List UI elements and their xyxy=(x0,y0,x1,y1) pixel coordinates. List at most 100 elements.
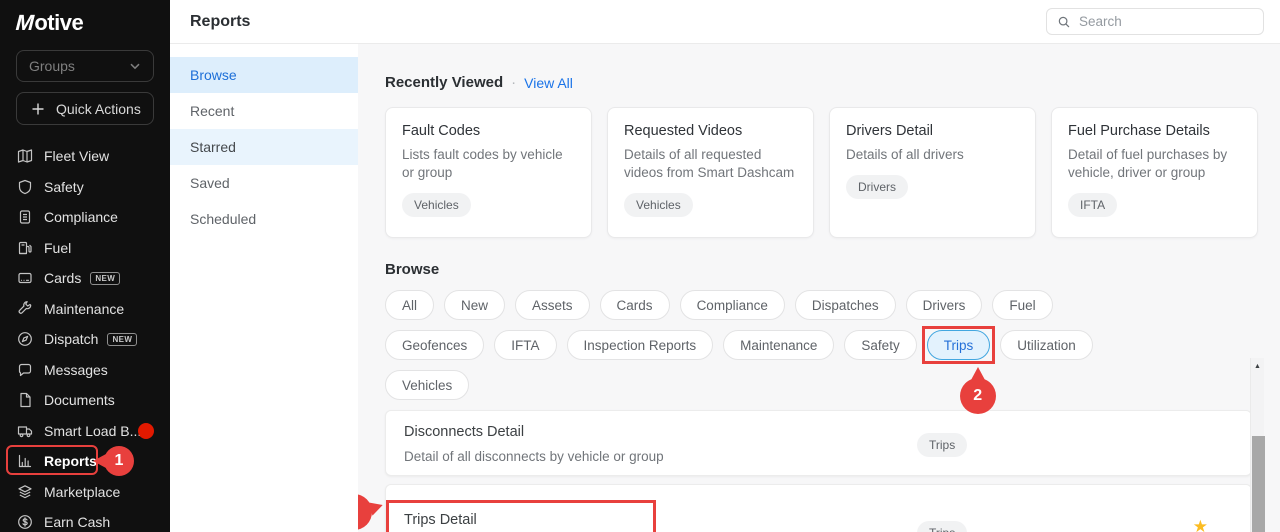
reports-subnav: Browse Recent Starred Saved Scheduled xyxy=(170,44,358,532)
card-tag: IFTA xyxy=(1068,193,1118,218)
filter-pill-label: Trips xyxy=(943,337,974,353)
sidebar-item-fuel[interactable]: Fuel xyxy=(0,233,170,264)
sidebar-item-label: Fleet View xyxy=(44,148,110,165)
sidebar-item-messages[interactable]: Messages xyxy=(0,355,170,386)
sidebar-item-earn-cash[interactable]: Earn Cash xyxy=(0,507,170,532)
filter-pill-ifta[interactable]: IFTA xyxy=(494,330,557,360)
motive-logo: Motive xyxy=(0,0,170,36)
sidebar-item-dispatch[interactable]: Dispatch NEW xyxy=(0,324,170,355)
report-row-tag: Trips xyxy=(917,521,968,532)
card-title: Requested Videos xyxy=(624,123,743,139)
view-all-link[interactable]: View All xyxy=(524,74,573,91)
sidebar-item-label: Smart Load B... xyxy=(44,422,142,439)
subnav-item-label: Recent xyxy=(190,103,235,119)
filter-pill-trips[interactable]: Trips 2 xyxy=(921,326,996,414)
groups-dropdown-label: Groups xyxy=(29,58,75,74)
sidebar-item-cards[interactable]: Cards NEW xyxy=(0,263,170,294)
sidebar-item-label: Dispatch xyxy=(44,331,99,348)
search-icon xyxy=(1058,16,1070,27)
filter-pill-maintenance[interactable]: Maintenance xyxy=(723,330,835,360)
filter-pill-dispatches[interactable]: Dispatches xyxy=(794,290,896,320)
sidebar-item-documents[interactable]: Documents xyxy=(0,385,170,416)
annotation-pin-3: 3 xyxy=(358,494,372,530)
star-icon[interactable]: ★ xyxy=(1192,517,1208,532)
card-description: Lists fault codes by vehicle or group xyxy=(402,147,563,181)
filter-pill-compliance[interactable]: Compliance xyxy=(679,290,785,320)
sidebar-item-smart-load-board[interactable]: Smart Load B... xyxy=(0,416,170,447)
subnav-item-label: Browse xyxy=(190,67,237,83)
fuel-pump-icon xyxy=(16,239,33,256)
quick-actions-button[interactable]: Quick Actions xyxy=(16,92,154,125)
sidebar-item-fleet-view[interactable]: Fleet View xyxy=(0,141,170,172)
sidebar-item-safety[interactable]: Safety xyxy=(0,172,170,203)
report-card-fault-codes[interactable]: Fault Codes Lists fault codes by vehicle… xyxy=(385,107,592,238)
card-tag: Vehicles xyxy=(624,193,693,218)
map-icon xyxy=(16,148,33,165)
scrollbar-up-arrow[interactable]: ▲ xyxy=(1254,363,1261,370)
main-content: Recently Viewed · View All Fault Codes L… xyxy=(358,44,1280,532)
motive-logo-text: otive xyxy=(34,10,84,35)
report-row-text: Trips Detail Detail of all trips by vehi… xyxy=(404,512,917,532)
main-sidebar: Motive Groups Quick Actions Fleet View S… xyxy=(0,0,170,532)
report-list: Disconnects Detail Detail of all disconn… xyxy=(358,410,1252,532)
report-row-trips-detail[interactable]: Trips Detail Detail of all trips by vehi… xyxy=(358,484,1252,532)
report-card-fuel-purchase-details[interactable]: Fuel Purchase Details Detail of fuel pur… xyxy=(1051,107,1258,238)
dollar-icon xyxy=(16,514,33,531)
report-row-title: Disconnects Detail xyxy=(404,424,525,440)
filter-pill-inspection-reports[interactable]: Inspection Reports xyxy=(566,330,714,360)
sidebar-item-reports[interactable]: Reports 1 xyxy=(0,445,170,477)
subnav-item-saved[interactable]: Saved xyxy=(170,165,358,201)
sidebar-item-label: Fuel xyxy=(44,239,72,256)
browse-filters: All New Assets Cards Compliance Dispatch… xyxy=(385,290,1145,414)
sidebar-item-marketplace[interactable]: Marketplace xyxy=(0,477,170,508)
card-tag: Drivers xyxy=(846,175,908,200)
shield-icon xyxy=(16,178,33,195)
filter-pill-utilization[interactable]: Utilization xyxy=(1000,330,1093,360)
recently-viewed-header: Recently Viewed · View All xyxy=(385,74,1280,91)
subnav-item-scheduled[interactable]: Scheduled xyxy=(170,201,358,237)
subnav-item-browse[interactable]: Browse xyxy=(170,57,358,93)
filter-pill-cards[interactable]: Cards xyxy=(599,290,670,320)
report-row-tag-wrap: Trips xyxy=(917,424,1037,457)
filter-pill-drivers[interactable]: Drivers xyxy=(905,290,983,320)
filter-pill-fuel[interactable]: Fuel xyxy=(992,290,1053,320)
sidebar-item-label: Messages xyxy=(44,361,108,378)
filter-pill-geofences[interactable]: Geofences xyxy=(385,330,485,360)
compass-icon xyxy=(16,331,33,348)
groups-dropdown[interactable]: Groups xyxy=(16,50,154,82)
search-input[interactable] xyxy=(1079,14,1253,29)
sidebar-item-label: Safety xyxy=(44,178,84,195)
bar-chart-icon xyxy=(16,453,33,470)
layers-icon xyxy=(16,483,33,500)
filter-pill-safety[interactable]: Safety xyxy=(844,330,917,360)
card-icon xyxy=(16,270,33,287)
subnav-item-starred[interactable]: Starred xyxy=(170,129,358,165)
plus-icon xyxy=(29,100,46,117)
sidebar-item-compliance[interactable]: Compliance xyxy=(0,202,170,233)
filter-pill-assets[interactable]: Assets xyxy=(515,290,590,320)
list-scrollbar[interactable]: ▲ xyxy=(1250,358,1265,532)
card-title: Fuel Purchase Details xyxy=(1068,123,1210,139)
separator-dot: · xyxy=(511,74,517,91)
search-box[interactable] xyxy=(1046,8,1264,35)
report-row-title: Trips Detail xyxy=(404,512,477,528)
new-badge: NEW xyxy=(90,271,121,285)
new-badge: NEW xyxy=(107,332,138,346)
filter-pill-all[interactable]: All xyxy=(385,290,435,320)
report-row-disconnects-detail[interactable]: Disconnects Detail Detail of all disconn… xyxy=(385,410,1252,476)
filter-pill-vehicles[interactable]: Vehicles xyxy=(385,370,470,400)
card-tag: Vehicles xyxy=(402,193,471,218)
scrollbar-thumb[interactable] xyxy=(1252,436,1265,532)
sidebar-item-label: Reports xyxy=(44,453,97,470)
report-card-drivers-detail[interactable]: Drivers Detail Details of all drivers Dr… xyxy=(829,107,1036,238)
sidebar-item-maintenance[interactable]: Maintenance xyxy=(0,294,170,325)
filter-pill-new[interactable]: New xyxy=(444,290,506,320)
clipboard-icon xyxy=(16,209,33,226)
subnav-item-recent[interactable]: Recent xyxy=(170,93,358,129)
report-row-tag: Trips xyxy=(917,433,968,457)
report-card-requested-videos[interactable]: Requested Videos Details of all requeste… xyxy=(607,107,814,238)
sidebar-item-label: Earn Cash xyxy=(44,514,111,531)
chevron-down-icon xyxy=(126,58,143,75)
subnav-item-label: Scheduled xyxy=(190,211,257,227)
